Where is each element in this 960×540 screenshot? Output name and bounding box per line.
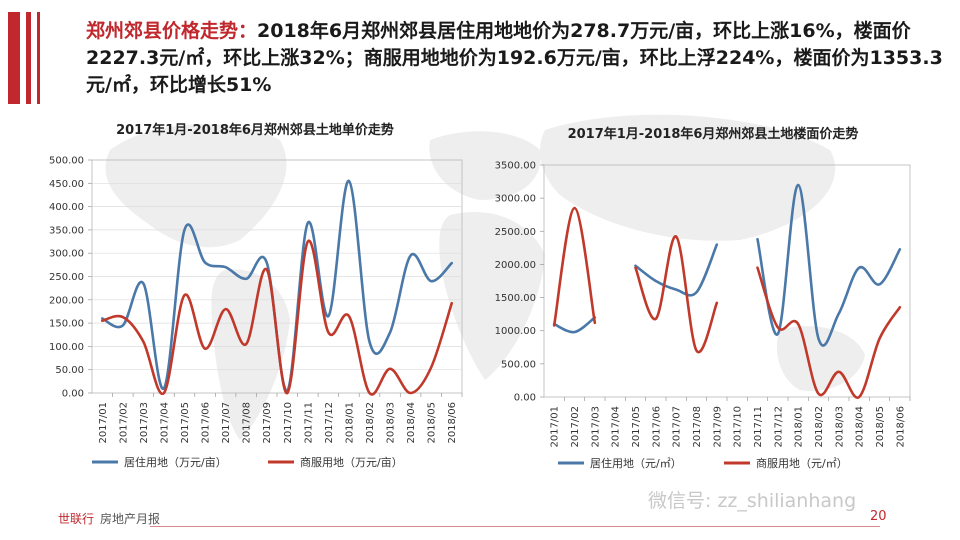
y-tick-label: 500.00: [501, 359, 536, 370]
y-tick-label: 250.00: [49, 272, 84, 283]
chart-title: 2017年1月-2018年6月郑州郊县土地单价走势: [116, 122, 394, 138]
series-line-commercial: [100, 239, 454, 396]
y-tick-label: 200.00: [49, 295, 84, 306]
plot-frame: [543, 164, 911, 398]
y-tick-label: 50.00: [55, 365, 84, 376]
x-tick-label: 2017/05: [180, 402, 191, 444]
legend-label: 居住用地（万元/亩）: [124, 455, 227, 469]
series-line-residential: [756, 183, 902, 347]
x-tick-label: 2018/02: [814, 406, 825, 448]
x-tick-label: 2017/06: [651, 406, 662, 448]
x-tick-label: 2017/11: [303, 402, 314, 444]
y-tick-label: 0.00: [62, 389, 84, 400]
x-tick-label: 2018/02: [365, 402, 376, 444]
x-tick-label: 2017/06: [201, 402, 212, 444]
y-tick-label: 2500.00: [495, 227, 536, 238]
accent-bars-decoration: [8, 12, 40, 104]
series-line-commercial: [552, 206, 597, 327]
x-tick-label: 2018/04: [406, 402, 417, 444]
x-tick-label: 2017/08: [242, 402, 253, 444]
chart-title: 2017年1月-2018年6月郑州郊县土地楼面价走势: [568, 126, 859, 142]
x-tick-label: 2018/01: [344, 402, 355, 444]
x-tick-label: 2018/03: [386, 402, 397, 444]
x-tick-label: 2017/01: [550, 406, 561, 448]
x-tick-label: 2017/12: [324, 402, 335, 444]
headline-highlight: 郑州郊县价格走势：: [86, 20, 258, 42]
y-tick-label: 100.00: [49, 342, 84, 353]
x-tick-label: 2017/01: [98, 402, 109, 444]
headline-body: 2018年6月郑州郊县居住用地地价为278.7万元/亩，环比上涨16%，楼面价2…: [86, 20, 943, 96]
chart-unit-price: 2017年1月-2018年6月郑州郊县土地单价走势 0.00 50.00 100.00…: [30, 118, 475, 488]
series-line-residential: [100, 179, 454, 392]
x-tick-label: 2018/05: [427, 402, 438, 444]
x-tick-label: 2018/03: [834, 406, 845, 448]
series-line-commercial: [756, 266, 902, 399]
footer-divider: [150, 526, 880, 527]
headline: 郑州郊县价格走势：2018年6月郑州郊县居住用地地价为278.7万元/亩，环比上…: [86, 18, 948, 99]
y-tick-label: 500.00: [49, 156, 84, 167]
x-tick-label: 2018/01: [794, 406, 805, 448]
x-tick-label: 2017/09: [712, 406, 723, 448]
series-line-residential: [634, 243, 719, 297]
brand-subtitle: 房地产月报: [100, 512, 161, 526]
x-tick-label: 2017/04: [611, 406, 622, 448]
x-tick-label: 2017/02: [118, 402, 129, 444]
page-number: 20: [870, 509, 887, 524]
y-tick-label: 350.00: [49, 225, 84, 236]
x-tick-label: 2017/03: [139, 402, 150, 444]
brand-name: 世联行: [58, 512, 95, 526]
series-line-residential: [552, 316, 597, 334]
x-tick-label: 2017/10: [283, 402, 294, 444]
y-tick-label: 300.00: [49, 249, 84, 260]
unit-price-svg: 2017年1月-2018年6月郑州郊县土地单价走势 0.00 50.00 100.00…: [49, 122, 463, 469]
wechat-watermark: 微信号: zz_shilianhang: [648, 490, 857, 512]
y-tick-label: 0.00: [514, 393, 536, 404]
y-tick-label: 400.00: [49, 202, 84, 213]
x-tick-label: 2017/08: [692, 406, 703, 448]
x-tick-label: 2017/12: [773, 406, 784, 448]
x-tick-label: 2017/05: [631, 406, 642, 448]
footer-brand: 世联行 房地产月报: [58, 510, 160, 527]
chart-floor-price: 2017年1月-2018年6月郑州郊县土地楼面价走势 0.00 500.00 1000…: [478, 118, 948, 488]
y-tick-label: 1500.00: [495, 293, 536, 304]
y-tick-label: 150.00: [49, 319, 84, 330]
x-tick-label: 2017/10: [733, 406, 744, 448]
x-tick-label: 2018/04: [855, 406, 866, 448]
floor-price-svg: 2017年1月-2018年6月郑州郊县土地楼面价走势 0.00 500.00 1000…: [495, 126, 911, 470]
x-tick-label: 2017/02: [570, 406, 581, 448]
x-tick-label: 2018/05: [875, 406, 886, 448]
x-tick-label: 2017/07: [221, 402, 232, 444]
y-tick-label: 1000.00: [495, 326, 536, 337]
x-tick-label: 2017/03: [590, 406, 601, 448]
legend-label: 商服用地（元/㎡）: [756, 456, 848, 470]
legend-label: 居住用地（元/㎡）: [590, 456, 682, 470]
legend-label: 商服用地（万元/亩）: [300, 455, 403, 469]
x-tick-label: 2018/06: [447, 402, 458, 444]
y-tick-label: 3000.00: [495, 194, 536, 205]
x-tick-label: 2018/06: [895, 406, 906, 448]
y-tick-label: 450.00: [49, 179, 84, 190]
y-tick-label: 3500.00: [495, 161, 536, 172]
y-tick-label: 2000.00: [495, 260, 536, 271]
x-tick-label: 2017/04: [159, 402, 170, 444]
x-tick-label: 2017/07: [672, 406, 683, 448]
x-tick-label: 2017/09: [262, 402, 273, 444]
x-tick-label: 2017/11: [753, 406, 764, 448]
series-line-commercial: [634, 235, 719, 354]
